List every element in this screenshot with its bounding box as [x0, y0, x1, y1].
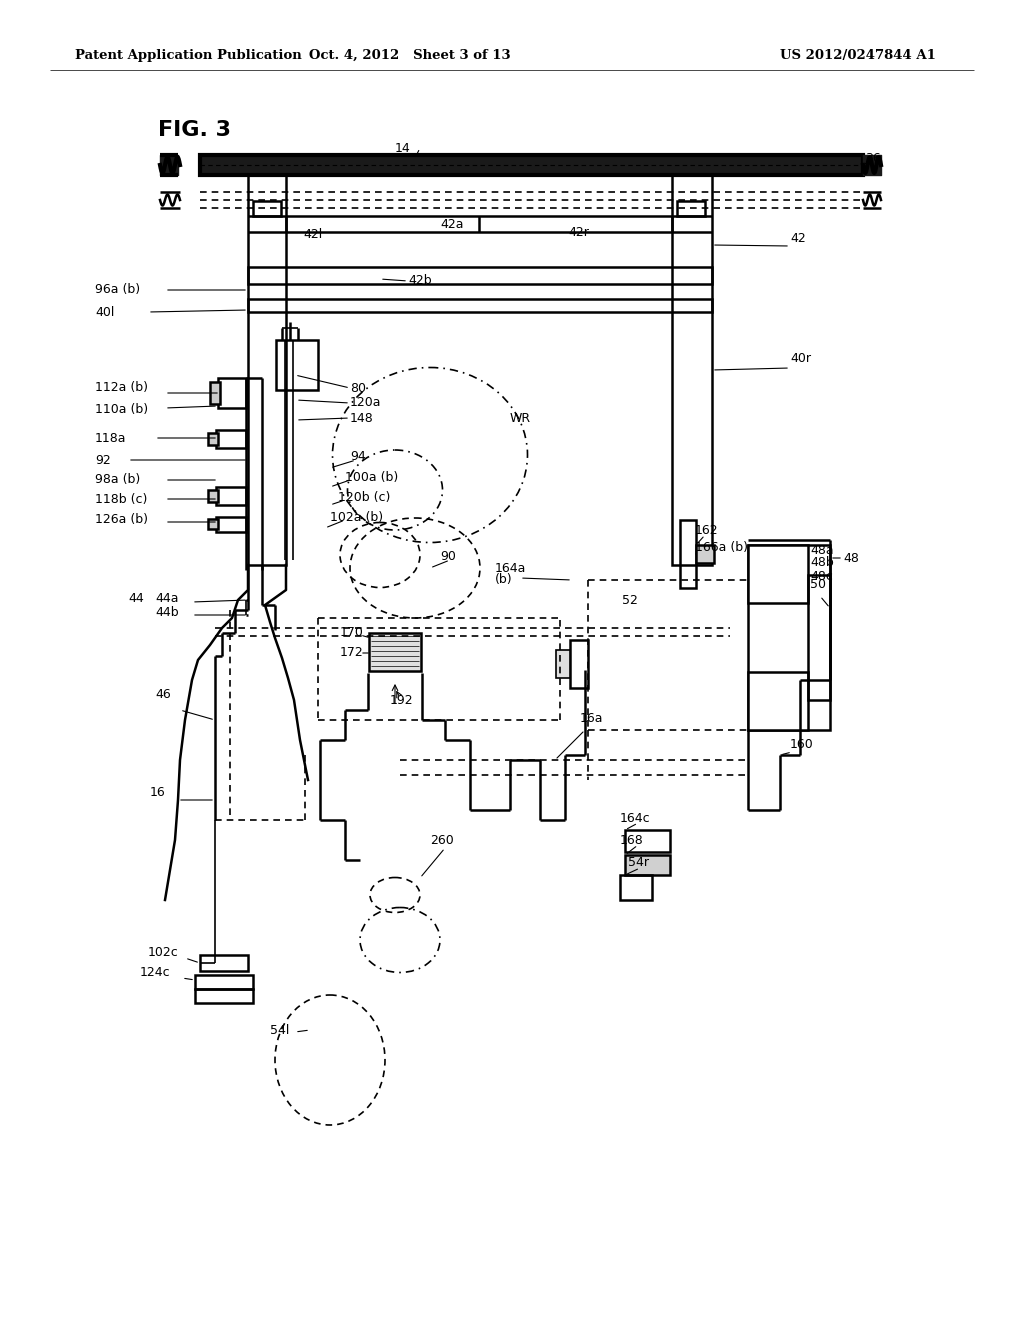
Text: 110a (b): 110a (b): [95, 404, 148, 417]
Text: 126a (b): 126a (b): [95, 513, 148, 527]
Text: 42a: 42a: [440, 218, 464, 231]
Bar: [696, 545, 714, 564]
Text: 102c: 102c: [148, 945, 179, 958]
Text: 92: 92: [95, 454, 111, 466]
Text: 44b: 44b: [155, 606, 178, 619]
Text: 52: 52: [622, 594, 638, 606]
Text: 118a: 118a: [95, 432, 127, 445]
Text: 164c: 164c: [620, 812, 650, 825]
Text: 172: 172: [340, 647, 364, 660]
Text: 192: 192: [390, 693, 414, 706]
Text: 42: 42: [790, 231, 806, 244]
Text: 50: 50: [810, 578, 826, 591]
Text: 170: 170: [340, 626, 364, 639]
Text: 36: 36: [865, 152, 881, 165]
Bar: [276, 341, 318, 389]
Bar: [248, 267, 712, 284]
Text: 48: 48: [843, 552, 859, 565]
Text: 54l: 54l: [270, 1023, 290, 1036]
Bar: [748, 672, 808, 730]
Text: 90: 90: [440, 549, 456, 562]
Bar: [216, 430, 246, 447]
Bar: [208, 519, 218, 529]
Bar: [208, 490, 218, 502]
Text: 120b (c): 120b (c): [338, 491, 390, 504]
Text: 48b: 48b: [810, 557, 834, 569]
Bar: [200, 954, 248, 972]
Text: 100a (b): 100a (b): [345, 471, 398, 484]
Bar: [570, 640, 588, 688]
Text: 164a: 164a: [495, 561, 526, 574]
Text: 112a (b): 112a (b): [95, 381, 148, 395]
Bar: [808, 576, 830, 700]
Bar: [680, 520, 696, 587]
Bar: [195, 975, 253, 989]
Text: Oct. 4, 2012   Sheet 3 of 13: Oct. 4, 2012 Sheet 3 of 13: [309, 49, 511, 62]
Text: 40r: 40r: [790, 351, 811, 364]
Bar: [248, 300, 712, 312]
Text: WR: WR: [510, 412, 531, 425]
Bar: [625, 855, 670, 875]
Text: 16: 16: [150, 787, 166, 800]
Text: 96a (b): 96a (b): [95, 284, 140, 297]
Text: 162: 162: [695, 524, 719, 536]
Text: (b): (b): [495, 573, 513, 586]
Text: 102a (b): 102a (b): [330, 511, 383, 524]
Text: 54r: 54r: [628, 855, 649, 869]
Text: 14: 14: [395, 141, 411, 154]
Text: 46: 46: [155, 689, 171, 701]
Text: 168: 168: [620, 833, 644, 846]
Bar: [625, 830, 670, 851]
Bar: [216, 517, 246, 532]
Bar: [200, 154, 863, 176]
Bar: [672, 176, 712, 565]
Text: 42l: 42l: [303, 228, 323, 242]
Text: 160: 160: [790, 738, 814, 751]
Bar: [218, 378, 246, 408]
Text: Patent Application Publication: Patent Application Publication: [75, 49, 302, 62]
Text: 148: 148: [350, 412, 374, 425]
Bar: [748, 545, 808, 603]
Bar: [210, 381, 220, 404]
Text: US 2012/0247844 A1: US 2012/0247844 A1: [780, 49, 936, 62]
Text: 48a: 48a: [810, 544, 834, 557]
Text: 40l: 40l: [95, 305, 115, 318]
Text: 44a: 44a: [155, 591, 178, 605]
Text: 98a (b): 98a (b): [95, 474, 140, 487]
Bar: [195, 989, 253, 1003]
Text: 260: 260: [430, 833, 454, 846]
Text: 124c: 124c: [140, 966, 171, 979]
Text: 48c: 48c: [810, 569, 833, 582]
Bar: [208, 433, 218, 445]
Text: 44: 44: [128, 591, 143, 605]
Bar: [748, 545, 830, 730]
Text: 16a: 16a: [580, 711, 603, 725]
Bar: [216, 487, 246, 506]
Bar: [620, 875, 652, 900]
Text: 42b: 42b: [408, 275, 432, 288]
Text: FIG. 3: FIG. 3: [158, 120, 231, 140]
Text: 80: 80: [350, 381, 366, 395]
Bar: [369, 634, 421, 671]
Text: 118b (c): 118b (c): [95, 492, 147, 506]
Text: 94: 94: [350, 450, 366, 462]
Text: 42r: 42r: [568, 226, 589, 239]
Bar: [253, 201, 281, 216]
Bar: [248, 176, 286, 565]
Bar: [677, 201, 705, 216]
Text: 166a (b): 166a (b): [695, 541, 748, 554]
Bar: [556, 649, 570, 678]
Text: 120a: 120a: [350, 396, 382, 409]
